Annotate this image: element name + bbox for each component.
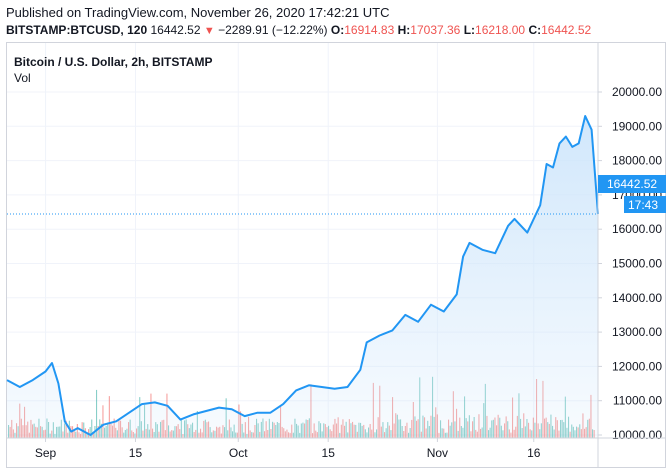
x-tick-label: Sep — [35, 446, 57, 460]
close-value: 16442.52 — [541, 23, 592, 37]
high-value: 17037.36 — [410, 23, 461, 37]
y-tick-label: 16000.00 — [612, 222, 662, 236]
y-tick-label: 20000.00 — [612, 85, 662, 99]
y-tick-label: 15000.00 — [612, 257, 662, 271]
symbol-label: BITSTAMP:BTCUSD, 120 — [6, 23, 148, 37]
time-tag: 17:43 — [624, 196, 666, 213]
y-tick-label: 11000.00 — [613, 394, 662, 408]
y-tick-label: 14000.00 — [612, 291, 662, 305]
open-label: O: — [330, 23, 345, 37]
open-value: 16914.83 — [344, 23, 395, 37]
volume-bar — [108, 396, 110, 438]
price-area — [7, 116, 598, 438]
chart-title: Bitcoin / U.S. Dollar, 2h, BITSTAMP — [14, 55, 213, 69]
volume-bar — [102, 405, 104, 438]
y-tick-label: 18000.00 — [612, 154, 662, 168]
low-value: 16218.00 — [475, 23, 526, 37]
x-tick-label: Oct — [229, 446, 248, 460]
y-tick-label: 19000.00 — [612, 119, 662, 133]
chart-panel — [6, 42, 666, 468]
low-label: L: — [463, 23, 476, 37]
y-tick-label: 13000.00 — [612, 325, 662, 339]
x-tick-label: 16 — [527, 446, 541, 460]
published-line: Published on TradingView.com, November 2… — [6, 5, 390, 20]
y-tick-label: 10000.00 — [612, 428, 662, 442]
close-label: C: — [528, 23, 542, 37]
x-tick-label: Nov — [427, 446, 448, 460]
high-label: H: — [397, 23, 411, 37]
price-line — [6, 115, 599, 436]
down-arrow-icon: ▼ — [203, 25, 215, 37]
volume-bar — [96, 389, 98, 438]
last-price-tag: 16442.52 — [598, 175, 666, 193]
x-tick-label: 15 — [129, 446, 143, 460]
change-value: −2289.91 (−12.22%) — [218, 23, 328, 37]
volume-label: Vol — [14, 71, 31, 85]
quote-line: BITSTAMP:BTCUSD, 120 16442.52 ▼ −2289.91… — [6, 23, 591, 37]
y-tick-label: 12000.00 — [612, 359, 662, 373]
volume-bar — [91, 419, 93, 438]
x-tick-label: 15 — [322, 446, 336, 460]
volume-bar — [89, 427, 91, 438]
last-price: 16442.52 — [150, 23, 201, 37]
